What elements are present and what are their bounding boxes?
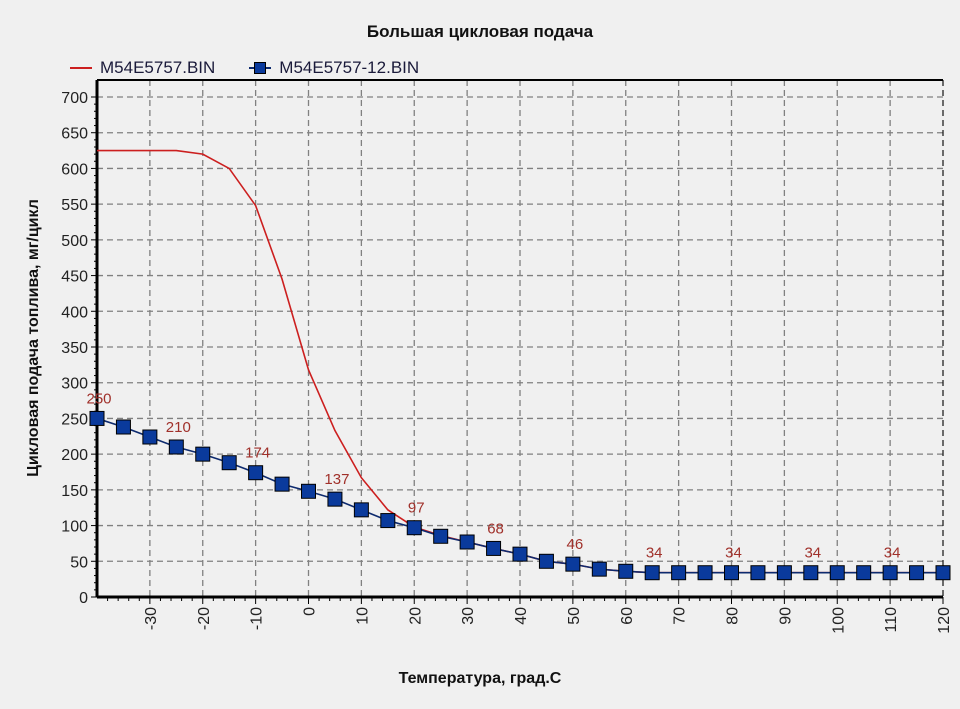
y-tick-label: 400: [61, 304, 88, 321]
data-point-marker: [618, 563, 634, 579]
data-point-marker: [406, 520, 422, 536]
x-axis-label: Температура, град.C: [398, 670, 562, 687]
data-point-marker: [195, 446, 211, 462]
data-point-marker: [327, 491, 343, 507]
legend-label: M54E5757-12.BIN: [279, 58, 420, 77]
y-tick-label: 700: [61, 90, 88, 107]
y-tick-label: 250: [61, 411, 88, 428]
x-tick-label: 20: [407, 607, 424, 625]
data-point-marker: [909, 565, 925, 581]
legend-label: M54E5757.BIN: [100, 58, 216, 77]
x-tick-label: 120: [936, 607, 953, 634]
data-point-marker: [671, 565, 687, 581]
y-tick-label: 0: [79, 590, 88, 607]
y-tick-label: 300: [61, 376, 88, 393]
x-tick-label: 110: [883, 607, 900, 633]
y-tick-label: 600: [61, 161, 88, 178]
data-point-marker: [644, 565, 660, 581]
data-point-marker: [591, 561, 607, 577]
x-tick-label: 10: [354, 607, 371, 625]
y-tick-label: 100: [61, 519, 88, 536]
data-point-marker: [724, 565, 739, 581]
x-tick-label: 100: [830, 607, 847, 634]
data-point-marker: [803, 565, 819, 581]
data-label: 34: [884, 545, 901, 562]
data-point-marker: [353, 502, 369, 518]
data-point-marker: [248, 465, 264, 481]
y-tick-label: 650: [61, 126, 88, 143]
y-tick-label: 150: [61, 483, 88, 500]
x-tick-label: -20: [196, 607, 213, 630]
data-label: 46: [567, 536, 584, 553]
data-point-marker: [459, 534, 475, 550]
y-tick-label: 550: [61, 197, 88, 214]
data-point-marker: [301, 483, 316, 499]
data-point-marker: [486, 540, 502, 556]
data-label: 34: [725, 545, 742, 562]
data-point-marker: [750, 565, 766, 581]
y-tick-label: 450: [61, 269, 88, 286]
x-tick-label: 90: [777, 607, 794, 625]
x-tick-label: 60: [619, 607, 636, 625]
data-point-marker: [512, 546, 528, 562]
data-label: 97: [408, 500, 425, 517]
y-tick-label: 350: [61, 340, 88, 357]
x-tick-label: 70: [672, 607, 689, 625]
x-tick-label: -10: [249, 607, 266, 630]
red-line-icon: [70, 67, 92, 69]
data-label: 68: [487, 520, 504, 537]
legend-item-series-2[interactable]: M54E5757-12.BIN: [249, 58, 419, 78]
legend: M54E5757.BIN M54E5757-12.BIN: [70, 58, 453, 78]
data-point-marker: [935, 565, 951, 581]
x-tick-label: 50: [566, 607, 583, 625]
data-label: 34: [646, 545, 663, 562]
data-point-marker: [274, 476, 290, 492]
data-label: 210: [166, 419, 191, 436]
data-point-marker: [168, 439, 184, 455]
data-point-marker: [829, 565, 845, 581]
data-point-marker: [538, 553, 554, 569]
chart-title: Большая цикловая подача: [366, 22, 594, 41]
data-point-marker: [565, 556, 581, 572]
data-point-marker: [882, 565, 898, 581]
y-tick-label: 200: [61, 447, 88, 464]
data-point-marker: [115, 419, 131, 435]
data-label: 174: [245, 445, 270, 462]
data-point-marker: [433, 528, 449, 544]
data-label: 137: [324, 471, 349, 488]
y-tick-label: 50: [70, 554, 88, 571]
y-tick-label: 500: [61, 233, 88, 250]
legend-item-series-1[interactable]: M54E5757.BIN: [70, 58, 215, 78]
x-tick-label: 40: [513, 607, 530, 625]
x-tick-label: 80: [725, 607, 742, 625]
data-point-marker: [856, 565, 872, 581]
data-point-marker: [89, 410, 105, 426]
data-label: 34: [804, 545, 821, 562]
data-point-marker: [142, 429, 158, 445]
x-tick-label: 0: [302, 607, 319, 616]
x-tick-label: 30: [460, 607, 477, 625]
data-point-marker: [776, 565, 792, 581]
data-point-marker: [221, 455, 237, 471]
square-marker-icon: [249, 62, 272, 74]
data-point-marker: [697, 565, 713, 581]
x-tick-label: -30: [143, 607, 160, 630]
data-point-marker: [380, 513, 396, 529]
data-label: 250: [86, 390, 111, 407]
